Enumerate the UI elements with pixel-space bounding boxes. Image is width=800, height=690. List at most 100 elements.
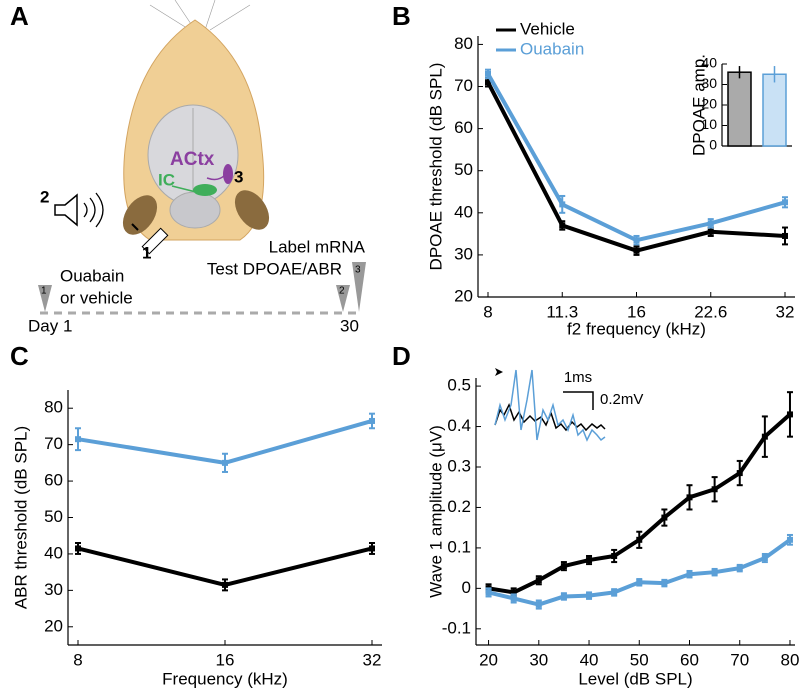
x-axis-label: Frequency (kHz)	[162, 669, 288, 688]
point-marker	[786, 536, 793, 543]
y-tick-label: 40	[44, 543, 63, 562]
point-marker	[222, 459, 228, 466]
panel-label: B	[392, 1, 411, 31]
region-label: ACtx	[170, 149, 215, 170]
point-marker	[711, 569, 718, 576]
y-tick-label: 0	[462, 578, 471, 597]
x-tick-label: 20	[479, 650, 498, 669]
x-tick-label: 16	[627, 302, 646, 321]
point-marker	[611, 553, 618, 559]
point-marker	[736, 565, 743, 572]
point-marker	[510, 595, 517, 602]
point-marker	[661, 580, 668, 587]
step-label: 3	[234, 167, 243, 186]
point-marker	[736, 470, 743, 477]
point-marker	[633, 237, 640, 244]
y-tick-label: 50	[44, 507, 63, 526]
panel-label: D	[392, 341, 411, 371]
point-marker	[485, 79, 491, 86]
x-tick-label: 30	[529, 650, 548, 669]
bar	[762, 73, 787, 147]
panel-label: A	[10, 1, 29, 31]
point-marker	[560, 563, 567, 570]
y-axis-label: ABR threshold (dB SPL)	[11, 426, 30, 609]
y-tick-label: 50	[454, 160, 473, 179]
point-marker	[633, 247, 640, 254]
point-marker	[761, 433, 768, 440]
y-tick-label: 0.4	[447, 416, 471, 435]
y-tick-label: 20	[454, 286, 473, 305]
x-tick-label: 22.6	[694, 302, 727, 321]
step-label: 2	[40, 187, 49, 206]
y-tick-label: 80	[454, 34, 473, 53]
y-tick-label: 60	[44, 471, 63, 490]
point-marker	[761, 555, 768, 562]
y-tick-label: 60	[454, 118, 473, 137]
x-tick-label: 8	[73, 650, 82, 669]
y-tick-label: 20	[701, 96, 717, 112]
y-tick-label: 0.2	[447, 497, 471, 516]
x-tick-label: 80	[781, 650, 800, 669]
bar	[727, 71, 752, 147]
point-marker	[485, 589, 492, 596]
x-tick-label: 50	[630, 650, 649, 669]
legend-label: Ouabain	[520, 39, 584, 58]
y-tick-label: 30	[701, 75, 717, 91]
point-marker	[559, 201, 566, 208]
region-label: IC	[158, 170, 175, 189]
point-marker	[707, 228, 714, 235]
event-label: Test DPOAE/ABR	[207, 259, 342, 278]
point-marker	[707, 220, 714, 227]
point-marker	[535, 601, 542, 608]
point-marker	[782, 232, 788, 239]
step-label: 1	[142, 243, 151, 262]
abr-waveform-inset	[494, 368, 606, 442]
y-tick-label: 30	[454, 244, 473, 263]
y-tick-label: 20	[44, 616, 63, 635]
y-axis-label: Wave 1 amplitude (μV)	[426, 425, 445, 598]
y-tick-label: -0.1	[442, 618, 471, 637]
marker-label: 3	[355, 265, 361, 276]
point-marker	[661, 514, 668, 521]
y-tick-label: 40	[701, 55, 717, 71]
scale-label: 0.2mV	[600, 391, 643, 408]
point-marker	[560, 593, 567, 600]
x-tick-label: 40	[580, 650, 599, 669]
point-marker	[222, 581, 228, 588]
event-label: Label mRNA	[269, 237, 366, 256]
y-tick-label: 0.5	[447, 376, 471, 395]
y-tick-label: 80	[44, 398, 63, 417]
x-axis-label: Level (dB SPL)	[578, 669, 692, 688]
scale-label: 1ms	[564, 369, 592, 386]
point-marker	[686, 494, 693, 501]
y-tick-label: 70	[454, 76, 473, 95]
y-axis-label: DPOAE amp.	[689, 54, 708, 156]
y-tick-label: 40	[454, 202, 473, 221]
point-marker	[535, 577, 542, 584]
point-marker	[686, 571, 693, 578]
y-tick-label: 10	[701, 116, 717, 132]
point-marker	[611, 589, 618, 596]
x-tick-label: 16	[216, 650, 235, 669]
point-marker	[75, 436, 81, 443]
mouse-illustration	[38, 0, 366, 315]
point-marker	[559, 222, 566, 229]
x-tick-label: 32	[776, 302, 795, 321]
y-tick-label: 70	[44, 434, 63, 453]
point-marker	[369, 417, 375, 424]
x-tick-label: 60	[680, 650, 699, 669]
point-marker	[782, 199, 788, 206]
x-tick-label: 8	[483, 302, 492, 321]
point-marker	[586, 592, 593, 599]
point-marker	[75, 545, 81, 552]
x-tick-label: 11.3	[546, 302, 578, 321]
y-tick-label: 0.1	[447, 537, 471, 556]
point-marker	[786, 411, 793, 418]
legend-label: Vehicle	[520, 19, 575, 38]
point-marker	[636, 579, 643, 586]
y-axis-label: DPOAE threshold (dB SPL)	[426, 63, 445, 271]
marker-label: 1	[41, 286, 47, 297]
point-marker	[586, 557, 593, 564]
panel-label: C	[10, 341, 29, 371]
